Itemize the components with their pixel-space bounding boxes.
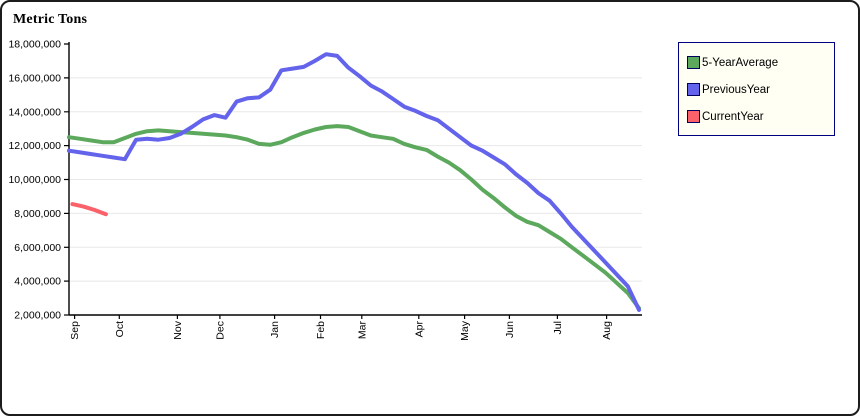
x-axis-label: Jun <box>504 321 516 338</box>
legend-swatch-currentyear <box>687 110 700 123</box>
legend-label: PreviousYear <box>702 83 770 96</box>
y-axis-label: 16,000,000 <box>8 72 61 84</box>
y-axis-label: 18,000,000 <box>8 39 61 51</box>
y-axis-label: 8,000,000 <box>14 208 61 220</box>
y-axis-label: 14,000,000 <box>8 106 61 118</box>
legend-item-previousyear: PreviousYear <box>687 76 834 103</box>
x-axis-label: Mar <box>356 321 368 340</box>
x-axis-label: Feb <box>315 321 327 339</box>
x-axis-label: Apr <box>413 321 425 338</box>
y-axis-label: 12,000,000 <box>8 140 61 152</box>
legend-label: 5-YearAverage <box>702 56 779 69</box>
series-line-currentyear <box>70 202 108 217</box>
y-axis-label: 4,000,000 <box>14 276 61 288</box>
x-axis-label: Jul <box>552 321 564 334</box>
legend-swatch-5-yearaverage <box>687 56 700 69</box>
x-axis-label: Aug <box>601 321 613 340</box>
legend-label: CurrentYear <box>702 110 764 123</box>
legend: 5-YearAverage PreviousYear CurrentYear <box>678 42 835 136</box>
legend-item-currentyear: CurrentYear <box>687 103 834 130</box>
x-axis-label: Nov <box>172 320 184 339</box>
x-axis-label: Oct <box>114 321 126 337</box>
series-line-5-yearaverage <box>67 124 641 311</box>
x-axis-label: Sep <box>69 321 81 340</box>
y-axis-label: 10,000,000 <box>8 174 61 186</box>
chart-title: Metric Tons <box>13 12 88 27</box>
y-axis-label: 6,000,000 <box>14 242 61 254</box>
x-axis-label: Jan <box>269 321 281 338</box>
legend-item-5-yearaverage: 5-YearAverage <box>687 49 834 76</box>
y-axis-label: 2,000,000 <box>14 310 61 322</box>
x-axis-label: May <box>459 320 471 341</box>
legend-swatch-previousyear <box>687 83 700 96</box>
x-axis-label: Dec <box>214 321 226 340</box>
series-line-previousyear <box>67 52 641 312</box>
